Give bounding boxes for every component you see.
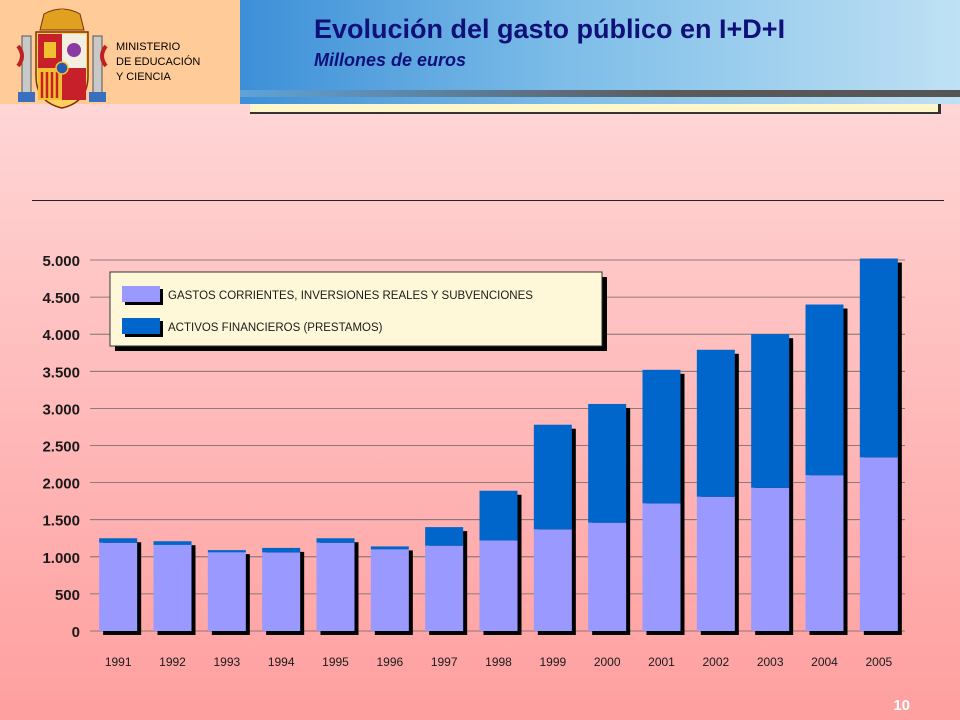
x-tick-label: 1991	[105, 655, 132, 669]
bar-segment-gastos-corrientes	[588, 522, 627, 631]
y-tick-label: 1.000	[42, 550, 80, 567]
y-tick-label: 500	[55, 587, 80, 604]
bar-segment-gastos-corrientes	[533, 529, 572, 631]
bar-segment-gastos-corrientes	[316, 542, 355, 631]
page-number: 10	[893, 697, 910, 714]
bar-segment-gastos-corrientes	[425, 545, 464, 631]
bar-segment-activos-financieros	[805, 304, 844, 476]
y-tick-label: 3.000	[42, 401, 80, 418]
y-tick-label: 0	[72, 624, 80, 641]
bar-segment-gastos-corrientes	[696, 496, 735, 631]
x-tick-label: 1995	[322, 655, 349, 669]
bar-segment-gastos-corrientes	[805, 475, 844, 631]
bar-segment-activos-financieros	[859, 258, 898, 458]
bar-segment-gastos-corrientes	[262, 552, 301, 631]
header-underline	[250, 104, 941, 114]
bar-segment-activos-financieros	[370, 546, 409, 550]
header-stripe	[240, 90, 960, 97]
bar-segment-activos-financieros	[99, 538, 138, 543]
legend-swatch	[122, 318, 160, 334]
bar-segment-gastos-corrientes	[859, 457, 898, 631]
bar-segment-activos-financieros	[153, 541, 192, 545]
title-banner: Evolución del gasto público en I+D+I Mil…	[240, 0, 960, 104]
x-tick-label: 1997	[431, 655, 458, 669]
bar-segment-activos-financieros	[642, 369, 681, 504]
separator-line	[32, 200, 944, 201]
bar-segment-gastos-corrientes	[207, 552, 246, 631]
x-tick-label: 2004	[811, 655, 838, 669]
ministry-line-3: Y CIENCIA	[116, 71, 171, 83]
bar-segment-gastos-corrientes	[153, 544, 192, 631]
legend-label: ACTIVOS FINANCIEROS (PRESTAMOS)	[168, 322, 383, 334]
legend-label: GASTOS CORRIENTES, INVERSIONES REALES Y …	[168, 290, 533, 302]
x-tick-label: 1992	[159, 655, 186, 669]
bar-segment-activos-financieros	[425, 527, 464, 546]
x-tick-label: 2000	[594, 655, 621, 669]
bar-segment-gastos-corrientes	[642, 503, 681, 631]
page-title: Evolución del gasto público en I+D+I	[314, 14, 786, 44]
x-tick-label: 1996	[376, 655, 403, 669]
bar-segment-activos-financieros	[316, 538, 355, 543]
x-tick-label: 1993	[213, 655, 240, 669]
bar-segment-activos-financieros	[262, 547, 301, 553]
bar-segment-activos-financieros	[479, 490, 518, 541]
page-subtitle: Millones de euros	[314, 50, 467, 70]
bar-segment-activos-financieros	[696, 349, 735, 497]
y-tick-label: 1.500	[42, 513, 80, 530]
y-tick-label: 5.000	[42, 253, 80, 270]
legend-box	[109, 271, 603, 347]
x-tick-label: 1998	[485, 655, 512, 669]
bar-segment-gastos-corrientes	[99, 542, 138, 631]
y-tick-label: 2.000	[42, 476, 80, 493]
ministry-name: MINISTERIO DE EDUCACIÓN Y CIENCIA	[116, 40, 236, 85]
bar-segment-gastos-corrientes	[751, 487, 790, 631]
ministry-line-1: MINISTERIO	[116, 41, 181, 53]
x-tick-label: 2002	[702, 655, 729, 669]
x-tick-label: 2001	[648, 655, 675, 669]
y-tick-label: 3.500	[42, 364, 80, 381]
bar-segment-gastos-corrientes	[479, 540, 518, 631]
bar-segment-activos-financieros	[533, 424, 572, 530]
bar-segment-activos-financieros	[751, 334, 790, 488]
bar-segment-activos-financieros	[207, 550, 246, 553]
x-tick-label: 2005	[865, 655, 892, 669]
bar-segment-activos-financieros	[588, 403, 627, 523]
x-tick-label: 1999	[539, 655, 566, 669]
ministry-line-2: DE EDUCACIÓN	[116, 56, 201, 68]
bar-segment-gastos-corrientes	[370, 549, 409, 631]
y-tick-label: 2.500	[42, 439, 80, 456]
x-tick-label: 2003	[757, 655, 784, 669]
ministry-logo-panel: MINISTERIO DE EDUCACIÓN Y CIENCIA	[0, 0, 240, 109]
x-tick-label: 1994	[268, 655, 295, 669]
coat-of-arms-icon	[16, 8, 108, 109]
y-tick-label: 4.000	[42, 327, 80, 344]
legend-swatch	[122, 286, 160, 302]
y-tick-label: 4.500	[42, 290, 80, 307]
